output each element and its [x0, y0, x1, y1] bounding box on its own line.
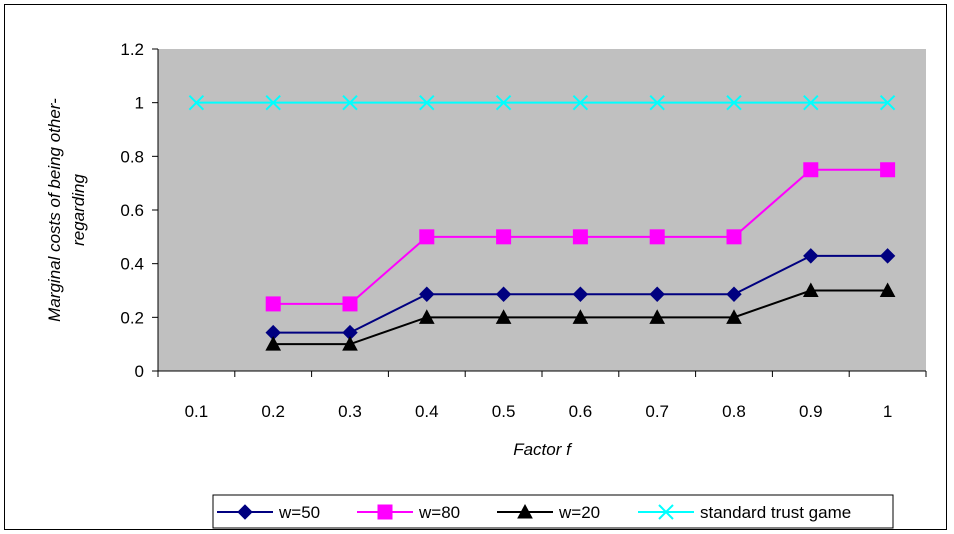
- data-point-w-50: [879, 248, 896, 264]
- data-point-w-80: [649, 229, 665, 245]
- legend-item-standard-trust-game: standard trust game: [638, 503, 851, 522]
- y-axis: 0 0.2 0.4 0.6 0.8 1 1.2: [120, 40, 159, 381]
- data-point-w-50: [726, 286, 742, 302]
- chart-frame: 0 0.2 0.4 0.6 0.8 1 1.2 0.1 0.2 0.3 0.4 0.5 0.6 0.7 0…: [4, 4, 947, 530]
- legend-label: w=20: [558, 503, 600, 522]
- data-point-w-80: [803, 162, 819, 178]
- x-tick-label: 0.8: [722, 402, 746, 421]
- data-point-w-20: [879, 282, 896, 297]
- legend-label: w=80: [418, 503, 460, 522]
- line-chart: 00.20.40.60.811.2 0.1 0.2 0.3 0.4 0.5 0.6 0.7 0…: [45, 40, 927, 529]
- y-axis-title-line-2: regarding: [69, 174, 88, 246]
- data-point-standard-trust-game: [879, 94, 896, 111]
- y-tick-label: 0.8: [120, 147, 144, 166]
- data-point-standard-trust-game: [419, 94, 435, 111]
- x-tick-label: 0.4: [415, 402, 439, 421]
- data-point-standard-trust-game: [572, 94, 589, 111]
- data-point-w-80: [419, 229, 435, 245]
- data-point-w-80: [880, 162, 896, 178]
- y-tick-label: 0.2: [120, 308, 144, 327]
- y-tick-label: 1.2: [120, 40, 144, 59]
- legend-marker-w-50: [237, 504, 253, 520]
- series-layer: [188, 94, 896, 351]
- x-tick-label: 0.1: [185, 402, 209, 421]
- y-axis-title-line-1: Marginal costs of being other-: [45, 98, 64, 322]
- data-point-w-20: [726, 309, 742, 324]
- x-tick-label: 0.3: [338, 402, 362, 421]
- data-point-w-20: [802, 282, 819, 297]
- data-point-w-20: [649, 309, 666, 324]
- legend-items: w=50 w=80 w=20 standard trust game: [217, 503, 851, 522]
- legend-marker-standard-trust-game: [658, 504, 674, 520]
- y-tick-label: 0.4: [120, 255, 144, 274]
- series-w-80: [265, 162, 896, 312]
- data-point-w-80: [572, 229, 588, 245]
- x-axis-title: Factor f: [513, 440, 573, 459]
- data-point-w-20: [342, 336, 358, 351]
- series-standard-trust-game: [188, 94, 896, 111]
- data-point-standard-trust-game: [188, 94, 205, 111]
- x-tick-label: 0.6: [569, 402, 593, 421]
- data-point-w-20: [495, 309, 512, 324]
- data-point-w-80: [496, 229, 512, 245]
- data-point-w-50: [495, 286, 512, 302]
- series-w-20: [265, 282, 896, 351]
- legend-marker-w-80: [377, 504, 393, 520]
- x-tick-label: 0.9: [799, 402, 823, 421]
- data-point-standard-trust-game: [495, 94, 512, 111]
- plot-area: [158, 49, 926, 371]
- x-axis: 0.1 0.2 0.3 0.4 0.5 0.6 0.7 0.8 0.9 1: [157, 370, 927, 421]
- y-tick-label: 0.6: [120, 201, 144, 220]
- data-point-w-50: [572, 286, 589, 302]
- data-point-w-80: [726, 229, 742, 245]
- y-tick-label: 1: [135, 94, 144, 113]
- legend-item-w-80: w=80: [357, 503, 460, 522]
- legend-item-w-50: w=50: [217, 503, 320, 522]
- legend-label: standard trust game: [700, 503, 851, 522]
- data-point-w-50: [649, 286, 665, 302]
- data-point-standard-trust-game: [342, 94, 358, 111]
- legend-item-w-20: w=20: [497, 503, 600, 522]
- data-point-w-80: [342, 296, 358, 312]
- x-tick-label: 1: [883, 402, 892, 421]
- data-point-standard-trust-game: [726, 94, 742, 111]
- legend-label: w=50: [278, 503, 320, 522]
- data-point-standard-trust-game: [649, 94, 665, 111]
- data-point-standard-trust-game: [265, 94, 281, 111]
- data-point-w-20: [265, 336, 282, 351]
- data-point-w-50: [803, 248, 819, 264]
- legend-marker-w-20: [517, 503, 533, 519]
- legend: w=50 w=80 w=20 standard trust game: [212, 494, 894, 529]
- data-point-w-20: [572, 309, 589, 324]
- series-w-50: [265, 248, 896, 341]
- x-tick-label: 0.7: [645, 402, 669, 421]
- data-point-standard-trust-game: [803, 94, 819, 111]
- x-tick-label: 0.2: [261, 402, 285, 421]
- x-tick-label: 0.5: [492, 402, 516, 421]
- data-point-w-80: [265, 296, 281, 312]
- data-point-w-50: [419, 286, 435, 302]
- data-point-w-20: [418, 309, 435, 324]
- y-tick-label: 0: [135, 362, 144, 381]
